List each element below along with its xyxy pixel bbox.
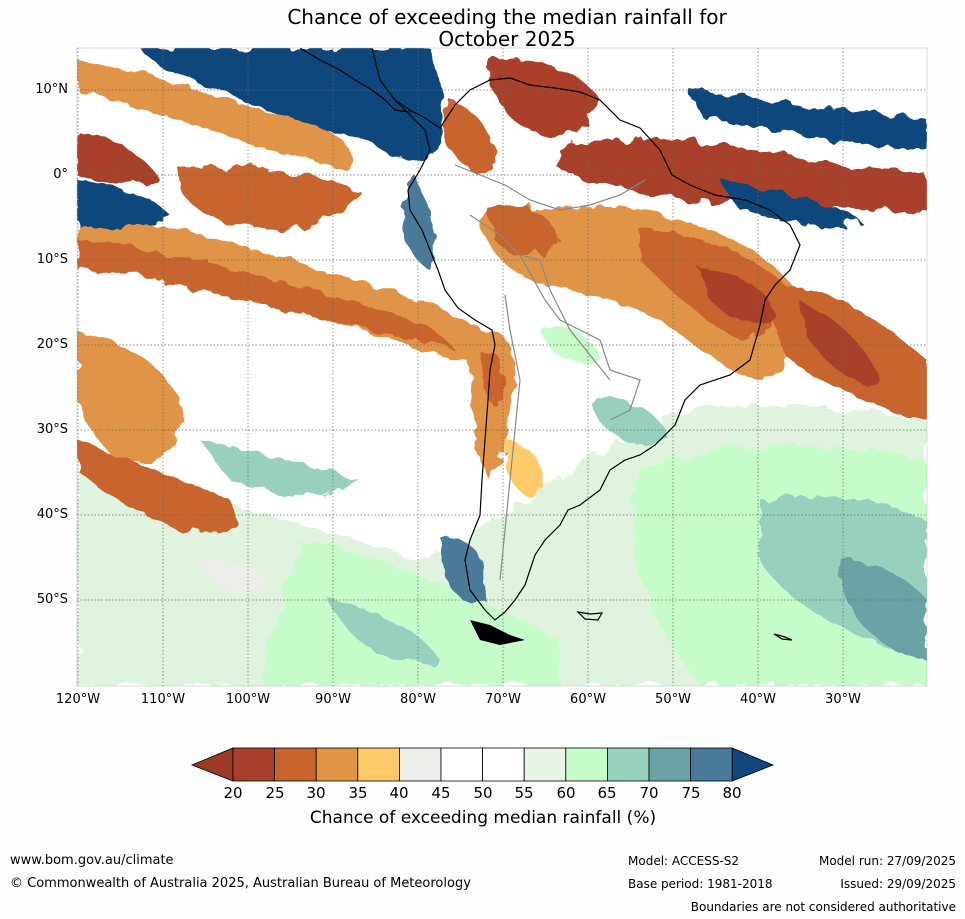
colorbar-tick-label: 70 [639,784,659,802]
graticule [77,48,927,686]
region-80-plus-atlantic-south-itcz [720,180,860,226]
region-25-30-colombia [445,100,493,171]
colorbar-segment [648,747,691,782]
colorbar-tick-label: 40 [389,784,409,802]
region-75-80-patagonia [440,538,486,603]
lat-label-20s: 20°S [36,337,68,352]
colorbar-tick-label: 50 [473,784,493,802]
region-25-30-galapagos [179,166,360,229]
footer-website[interactable]: www.bom.gov.au/climate [10,853,174,868]
lon-label-90w: 90°W [315,692,351,707]
footer-model: Model: ACCESS-S2 [628,854,740,868]
lon-label-30w: 30°W [825,692,861,707]
tierra-del-fuego [470,620,525,645]
colorbar-segment [482,747,525,782]
lon-label-120w: 120°W [55,692,101,707]
region-25-30-southeast-pacific [77,440,237,533]
region-20-25-brazil-east [700,270,780,324]
region-20-25-pacific-east [77,130,160,186]
region-25-30-chile-core [480,349,505,405]
map-title-line1: Chance of exceeding the median rainfall … [287,5,727,29]
lon-label-110w: 110°W [140,692,186,707]
colorbar-tick-label: 25 [265,784,285,802]
lat-label-50s: 50°S [36,592,68,607]
lon-label-100w: 100°W [225,692,271,707]
footer-model-run: Model run: 27/09/2025 [818,854,956,868]
colorbar-tick-label: 80 [722,784,742,802]
central-america-coastline [299,48,411,113]
region-20-25-equatorial-atlantic [560,138,927,210]
colorbar-segment [606,747,650,782]
colorbar-tick-label: 35 [348,784,368,802]
lat-label-40s: 40°S [36,507,68,522]
map-title-line2: October 2025 [438,27,576,51]
colorbar-segment [523,747,567,782]
region-20-25-south-atlantic-core [800,300,880,383]
colorbar-over-arrow [731,747,775,782]
south-america-coastline [371,48,801,621]
region-25-30-pacific-band [77,240,450,345]
region-20-25-venezuela [490,59,600,134]
colorbar-segment [565,747,608,782]
footer-disclaimer: Boundaries are not considered authoritat… [690,900,956,914]
lon-label-40w: 40°W [740,692,776,707]
colorbar-segment [398,747,442,782]
colorbar-segment [357,747,400,782]
falkland-islands [576,611,604,621]
colorbar-segment [232,747,275,782]
region-30-35-southeast-pacific [77,330,182,462]
region-65-70-southpacific [200,440,360,495]
colorbar-segment [440,747,483,782]
region-65-70-drake [330,600,440,663]
colorbar [190,747,775,782]
colorbar-title: Chance of exceeding median rainfall (%) [309,808,657,828]
lon-label-50w: 50°W [655,692,691,707]
national-boundaries [454,164,646,581]
region-60-65-south [260,540,560,686]
colorbar-tick-label: 45 [431,784,451,802]
region-80-plus-central-america [140,48,445,161]
footer-issued: Issued: 29/09/2025 [840,877,956,891]
region-80-plus-atlantic-itcz [690,90,927,150]
region-30-35-north-pacific [77,60,353,170]
colorbar-segment [690,747,733,782]
lon-label-70w: 70°W [485,692,521,707]
colorbar-tick-label: 20 [223,784,243,802]
region-80-plus-pacific-west [77,180,170,228]
lat-label-10n: 10°N [35,82,68,97]
region-60-65-paraguay [540,326,600,364]
lon-label-60w: 60°W [570,692,606,707]
region-70-75-southatlantic [840,560,927,660]
footer-copyright: © Commonwealth of Australia 2025, Austra… [10,876,471,891]
region-65-70-uruguay [590,397,670,444]
colorbar-tick-label: 55 [514,784,534,802]
region-40-45-south-pacific [200,559,270,594]
colorbar-segment [315,747,359,782]
colorbar-tick-label: 30 [306,784,326,802]
footer-base-period: Base period: 1981-2018 [628,877,773,891]
colorbar-under-arrow [190,747,234,782]
lon-label-80w: 80°W [400,692,436,707]
rainfall-probability-map [76,47,928,687]
colorbar-tick-label: 60 [556,784,576,802]
south-georgia [773,633,793,641]
colorbar-tick-label: 65 [597,784,617,802]
lat-label-0: 0° [53,167,68,182]
lat-label-10s: 10°S [36,252,68,267]
colorbar-tick-label: 75 [681,784,701,802]
lat-label-30s: 30°S [36,422,68,437]
map-frame [76,47,928,687]
region-35-40-argentina [505,440,545,495]
colorbar-segment [274,747,317,782]
region-75-80-ecuador [403,170,434,270]
